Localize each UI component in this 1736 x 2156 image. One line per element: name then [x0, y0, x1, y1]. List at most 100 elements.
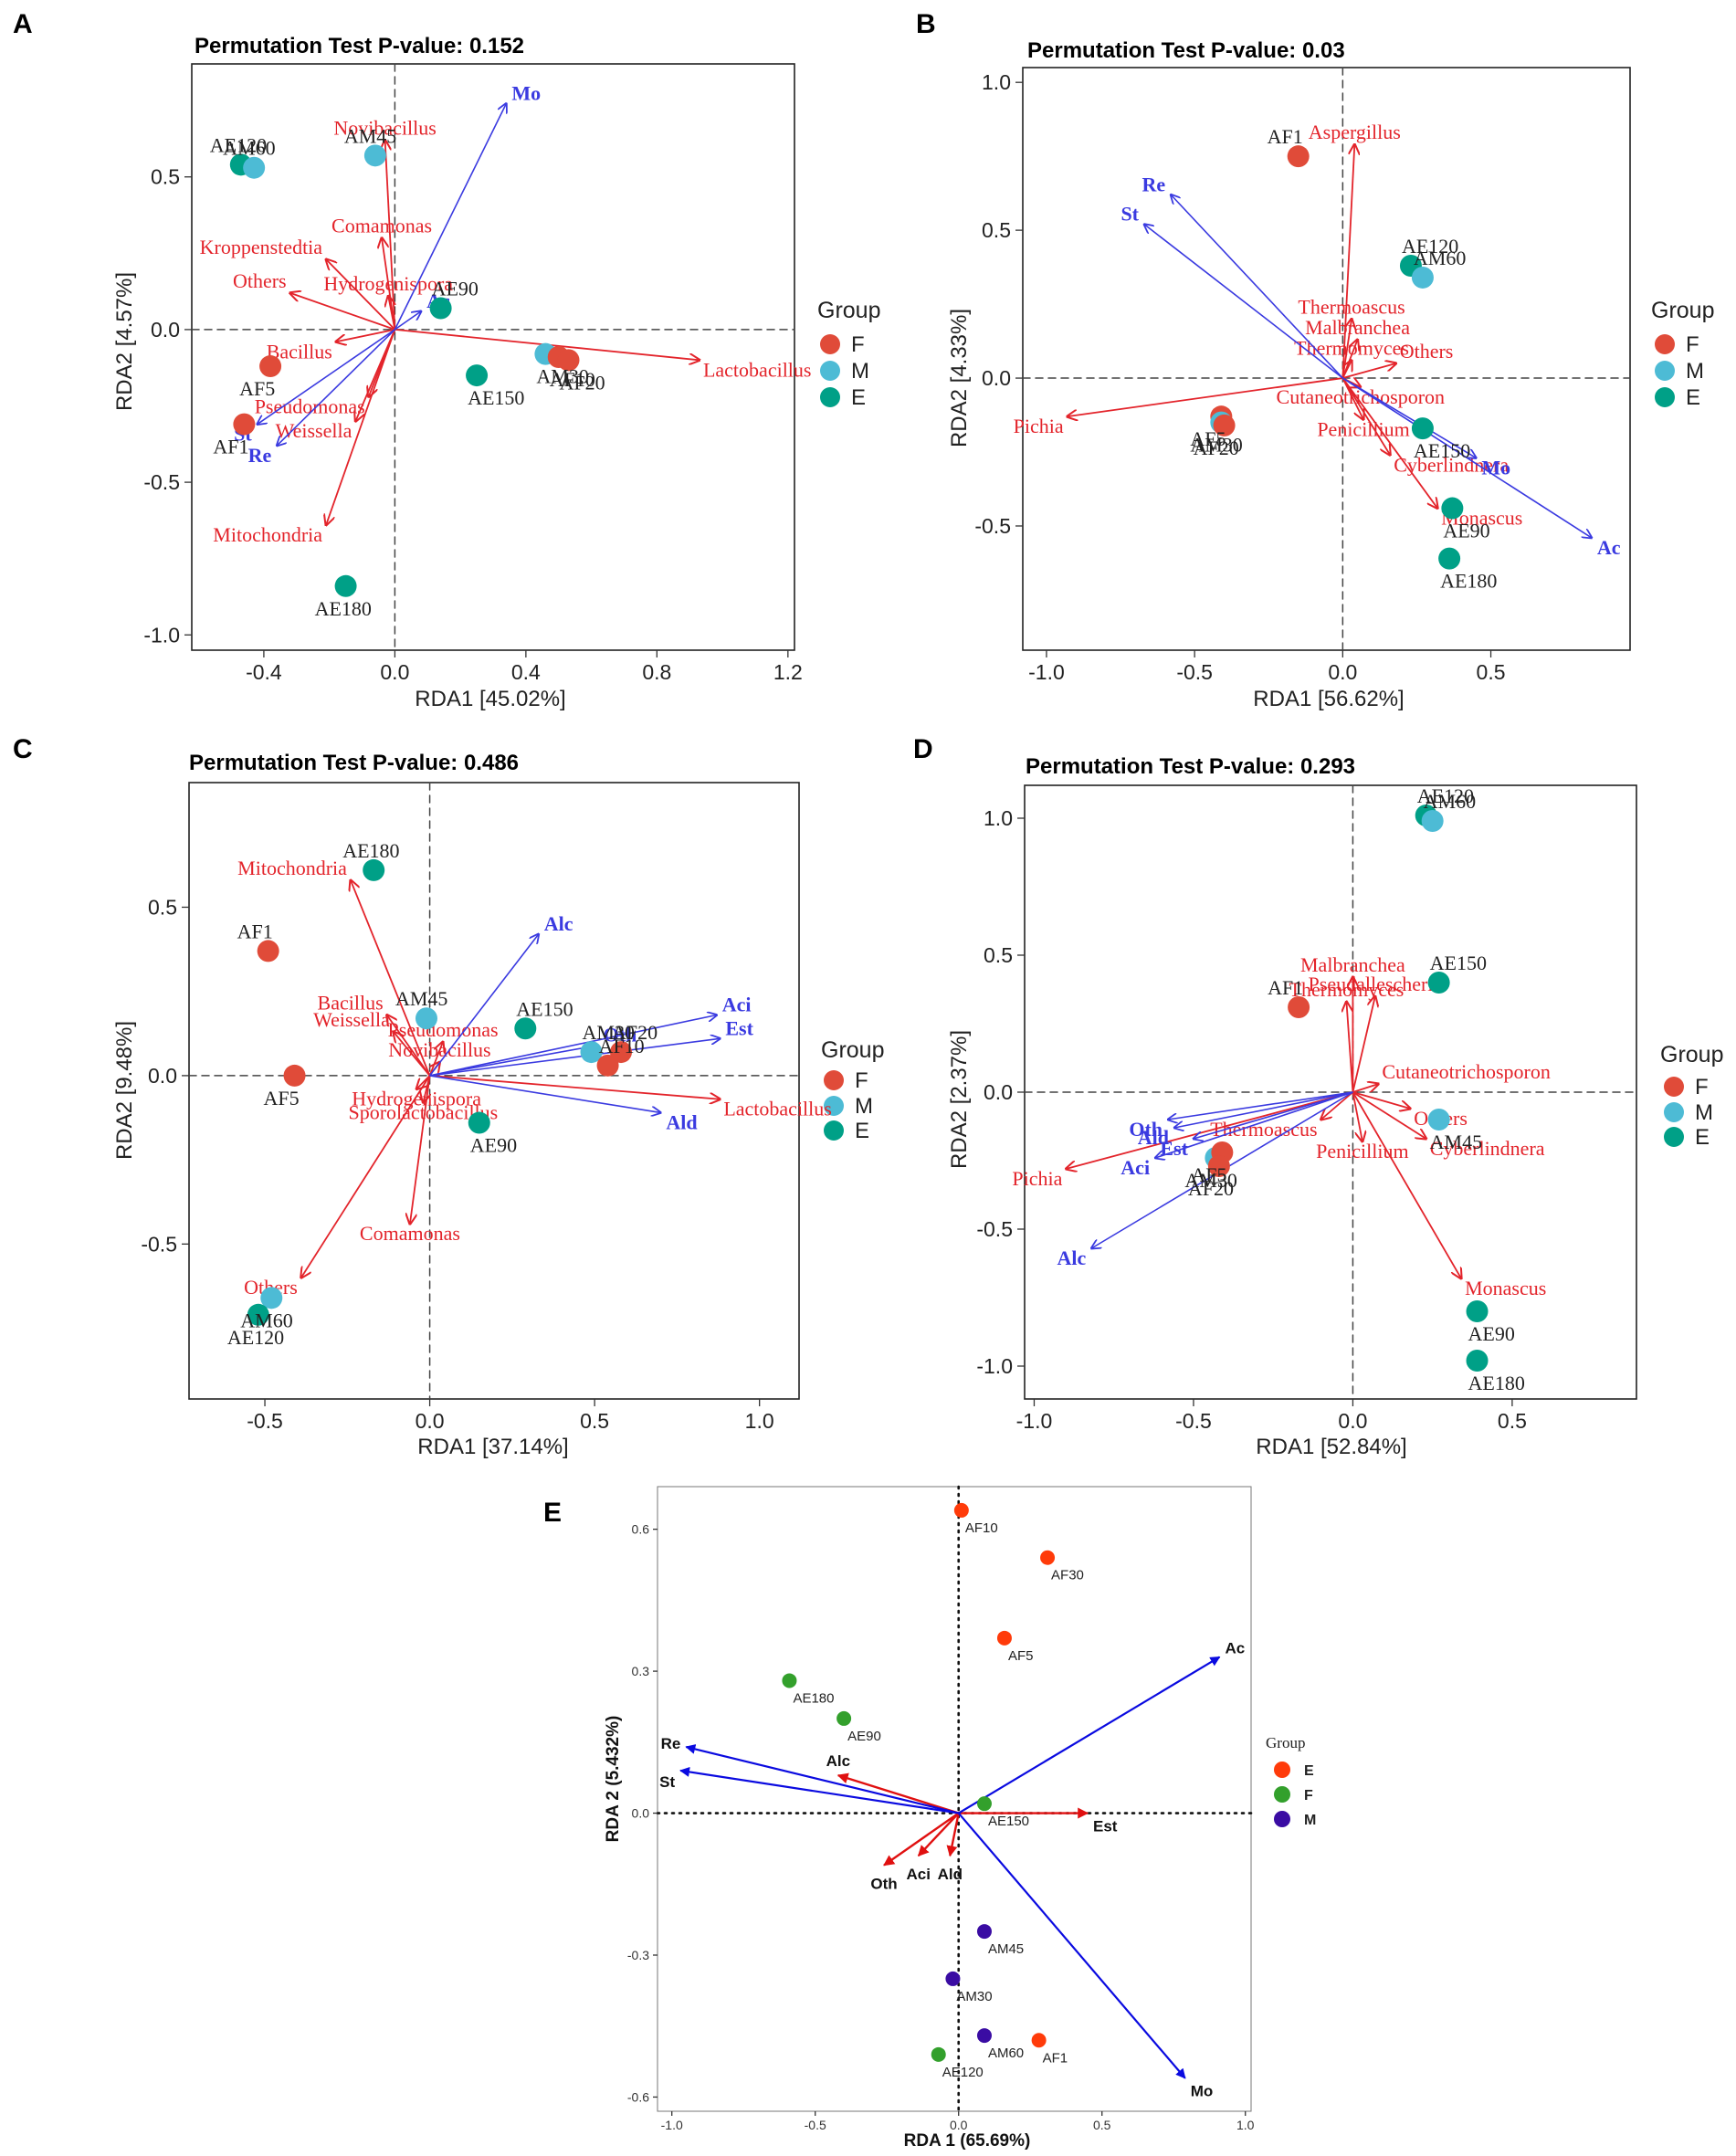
env-arrow	[1341, 377, 1476, 457]
legend-item-label: M	[855, 1094, 873, 1119]
legend-swatch	[1664, 1127, 1684, 1147]
sample-label: AF30	[1051, 1568, 1084, 1583]
species-label: Malbranchea	[1300, 953, 1405, 976]
species-label: Others	[1400, 340, 1454, 363]
vector-label: Ald	[938, 1866, 963, 1883]
y-tick-label: 0.6	[632, 1522, 650, 1537]
species-arrow	[1346, 1002, 1354, 1093]
env-arrow	[1194, 1091, 1353, 1139]
sample-point	[259, 355, 282, 378]
sample-point	[931, 2046, 946, 2062]
sample-point	[1427, 1109, 1450, 1131]
sample-label: AF1	[213, 436, 248, 458]
sample-point	[260, 1287, 283, 1309]
sample-point	[468, 1111, 490, 1134]
panel-a-legend-title: Group	[817, 298, 880, 323]
species-label: Weissella	[276, 419, 352, 442]
y-tick-label: -1.0	[976, 1354, 1013, 1378]
legend-swatch	[1664, 1077, 1684, 1097]
y-tick-label: 0.0	[632, 1806, 650, 1821]
species-label: Novibacillus	[388, 1038, 490, 1061]
sample-point	[1288, 996, 1310, 1018]
sample-point	[514, 1017, 537, 1040]
panel-label-e: E	[543, 1498, 562, 1528]
sample-label: AE150	[988, 1814, 1029, 1829]
sample-point	[836, 1710, 852, 1726]
sample-label: AF1	[1268, 976, 1303, 999]
y-tick-label: 0.5	[148, 895, 177, 919]
x-tick-label: 0.5	[1477, 660, 1506, 684]
legend-swatch	[820, 387, 840, 407]
sample-label: AE90	[1443, 520, 1489, 542]
species-arrow	[387, 1015, 431, 1077]
sample-label: AE120	[942, 2065, 984, 2080]
panel-d-legend-title: Group	[1660, 1042, 1723, 1067]
x-tick-label: -0.5	[805, 2118, 826, 2132]
panel-d-xlabel: RDA1 [52.84%]	[1256, 1435, 1406, 1459]
sample-label: AE120	[210, 133, 267, 156]
species-arrow	[1066, 1091, 1353, 1169]
vector-label: Alc	[826, 1752, 850, 1770]
sample-label: AF5	[1190, 427, 1226, 450]
x-tick-label: 0.8	[642, 660, 671, 684]
plot-frame	[188, 782, 800, 1400]
species-arrow	[1342, 363, 1395, 379]
species-arrow	[1352, 1084, 1378, 1093]
legend-item-label: E	[851, 385, 866, 410]
env-label: Est	[725, 1016, 753, 1039]
species-label: Pichia	[1014, 415, 1064, 437]
legend-swatch	[820, 361, 840, 381]
species-label: Thermomyces	[1294, 337, 1409, 360]
sample-label: AF20	[612, 1021, 658, 1044]
species-arrow	[326, 329, 396, 525]
species-label: Mitochondria	[237, 857, 347, 879]
panel-a-ylabel: RDA2 [4.57%]	[112, 272, 137, 411]
species-arrow	[1341, 377, 1390, 455]
x-tick-label: 1.0	[745, 1409, 774, 1433]
species-label: Penicillium	[1317, 417, 1409, 440]
env-arrow	[1341, 377, 1591, 538]
x-tick-label: -1.0	[1028, 660, 1065, 684]
sample-point	[233, 413, 256, 436]
env-arrow	[258, 329, 395, 425]
sample-label: AE180	[342, 839, 399, 862]
sample-label: AE90	[470, 1134, 517, 1157]
env-label: Mo	[1481, 456, 1510, 479]
species-arrow	[1068, 377, 1343, 416]
y-tick-label: 0.5	[151, 165, 180, 189]
sample-label: AF5	[239, 377, 275, 400]
legend-swatch	[1655, 387, 1675, 407]
env-label: Alc	[1057, 1246, 1087, 1269]
env-arrow	[428, 934, 539, 1077]
x-tick-label: 0.0	[416, 1409, 445, 1433]
sample-point	[257, 940, 279, 962]
species-label: Kroppenstedtia	[200, 236, 323, 258]
sample-point	[283, 1064, 306, 1087]
sample-label: AM45	[344, 124, 396, 147]
sample-label: AE180	[315, 597, 372, 620]
species-label: Novibacillus	[333, 117, 436, 140]
panel-e-ylabel: RDA 2 (5.432%)	[604, 1716, 623, 1843]
env-arrow	[1174, 1091, 1353, 1128]
sample-label: AF10	[965, 1520, 998, 1536]
y-tick-label: 0.0	[982, 366, 1011, 390]
sample-label: AE150	[1414, 439, 1470, 462]
sample-point	[247, 1303, 269, 1326]
sample-label: AM45	[1430, 1131, 1482, 1153]
legend-item-label: E	[1686, 385, 1700, 410]
sample-point	[1466, 1300, 1489, 1322]
legend-item-label: E	[855, 1119, 869, 1143]
species-label: Comamonas	[331, 215, 432, 237]
sample-label: AF10	[599, 1035, 645, 1057]
legend-swatch	[1274, 1762, 1290, 1778]
sample-label: AM60	[988, 2046, 1024, 2061]
species-label: Thermomyces	[1289, 978, 1405, 1001]
sample-point	[580, 1041, 603, 1064]
x-tick-label: -0.5	[1176, 660, 1213, 684]
sample-label: AE150	[516, 997, 573, 1020]
panel-c-ylabel: RDA2 [9.48%]	[112, 1021, 137, 1160]
vector-arrow-blue	[679, 1766, 959, 1814]
species-label: Malbranchea	[1305, 316, 1410, 339]
sample-point	[1421, 810, 1444, 832]
species-label: Comamonas	[360, 1222, 460, 1245]
